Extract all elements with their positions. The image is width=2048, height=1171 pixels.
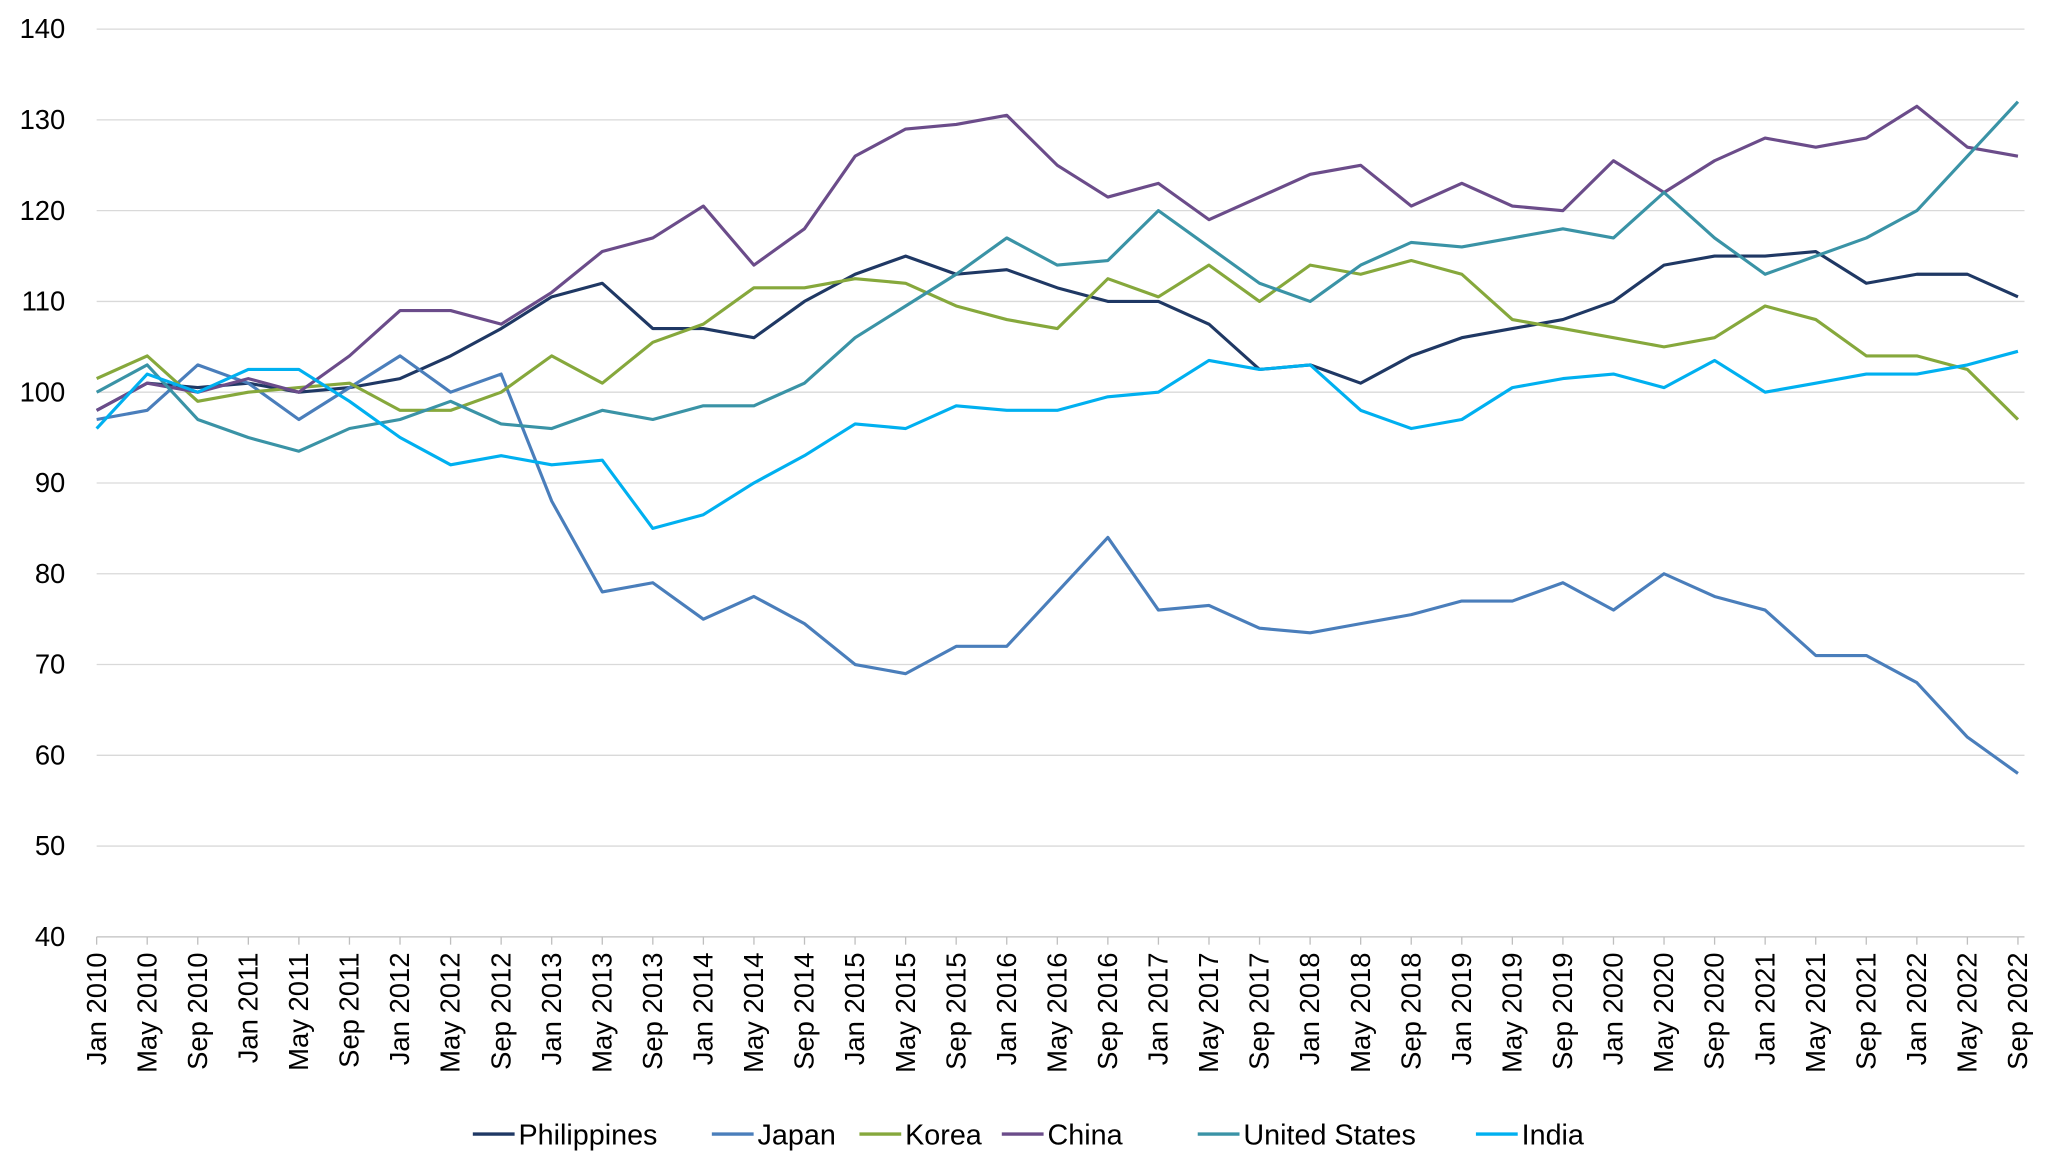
x-tick-label: Jan 2016 [991,953,1022,1066]
y-tick-label: 100 [20,376,66,407]
series-lines [95,100,2020,775]
series-line-philippines [95,249,2019,412]
y-tick-label: 70 [35,649,65,680]
x-tick-label: Jan 2012 [384,953,415,1066]
x-tick-label: Jan 2020 [1598,953,1629,1066]
x-tick-label: May 2012 [435,953,466,1073]
x-tick-label: May 2018 [1345,953,1376,1073]
x-tick-label: Sep 2012 [485,953,516,1070]
x-tick-label: Jan 2014 [688,953,719,1066]
x-tick-label: May 2016 [1041,953,1072,1073]
x-axis: Jan 2010 May 2010 Sep 2010 Jan 2011 May 2011… [81,936,2033,1073]
y-tick-label: 80 [35,558,65,589]
series-line-united-states [95,100,2020,453]
legend: Philippines Japan Korea China United States I… [472,1120,1584,1152]
x-tick-label: Jan 2022 [1901,953,1932,1066]
series-line-india [95,349,2019,530]
x-tick-label: Sep 2018 [1395,953,1426,1070]
x-tick-label: Jan 2019 [1446,953,1477,1066]
x-tick-label: Sep 2021 [1850,953,1881,1070]
legend-item: Korea [859,1120,982,1152]
y-tick-label: 130 [20,104,66,135]
x-tick-label: Sep 2015 [940,953,971,1070]
legend-label: Korea [905,1120,982,1152]
x-tick-label: May 2022 [1952,953,1983,1073]
x-tick-label: May 2014 [738,953,769,1073]
y-tick-label: 90 [35,467,65,498]
x-tick-label: May 2013 [586,953,617,1073]
x-tick-label: May 2020 [1648,953,1679,1073]
x-tick-label: Jan 2017 [1143,953,1174,1066]
legend-item: Japan [711,1120,836,1152]
legend-label: Japan [758,1120,836,1152]
x-tick-label: Sep 2010 [182,953,213,1070]
y-tick-label: 110 [22,286,66,317]
x-tick-label: Jan 2013 [536,953,567,1066]
legend-label: Philippines [519,1120,658,1152]
x-tick-label: Sep 2017 [1244,953,1275,1070]
x-tick-label: Sep 2014 [789,953,820,1070]
x-tick-label: May 2010 [131,953,162,1073]
y-tick-label: 50 [35,830,65,861]
x-tick-label: Jan 2018 [1294,953,1325,1066]
y-tick-label: 40 [35,921,65,952]
series-line-korea [96,258,2020,421]
x-tick-label: Sep 2022 [2002,953,2033,1070]
x-tick-label: Jan 2021 [1749,953,1780,1066]
legend-item: China [1001,1120,1123,1152]
x-tick-label: Jan 2010 [81,953,112,1066]
x-tick-label: May 2015 [890,953,921,1073]
legend-item: India [1475,1120,1584,1152]
gridlines [96,28,2025,847]
x-tick-label: May 2017 [1193,953,1224,1073]
y-tick-label: 120 [20,195,66,226]
series-line-china [95,104,2019,412]
x-tick-label: Sep 2013 [637,953,668,1070]
x-tick-label: Sep 2016 [1092,953,1123,1070]
x-tick-label: May 2011 [283,953,314,1071]
y-axis: 40 50 60 70 80 90 100 110 120 130 140 [20,13,66,952]
x-tick-label: May 2021 [1800,953,1831,1073]
legend-item: United States [1197,1120,1416,1152]
legend-label: United States [1243,1120,1415,1152]
y-tick-label: 60 [35,739,65,770]
x-tick-label: Sep 2011 [334,953,365,1068]
legend-label: India [1522,1120,1584,1152]
legend-label: China [1048,1120,1123,1152]
x-tick-label: May 2019 [1496,953,1527,1073]
x-tick-label: Jan 2011 [232,953,263,1064]
y-tick-label: 140 [20,13,66,44]
legend-item: Philippines [472,1120,658,1152]
x-tick-label: Jan 2015 [839,953,870,1066]
x-tick-label: Sep 2019 [1547,953,1578,1070]
series-line-japan [96,354,2019,775]
x-tick-label: Sep 2020 [1699,953,1730,1070]
